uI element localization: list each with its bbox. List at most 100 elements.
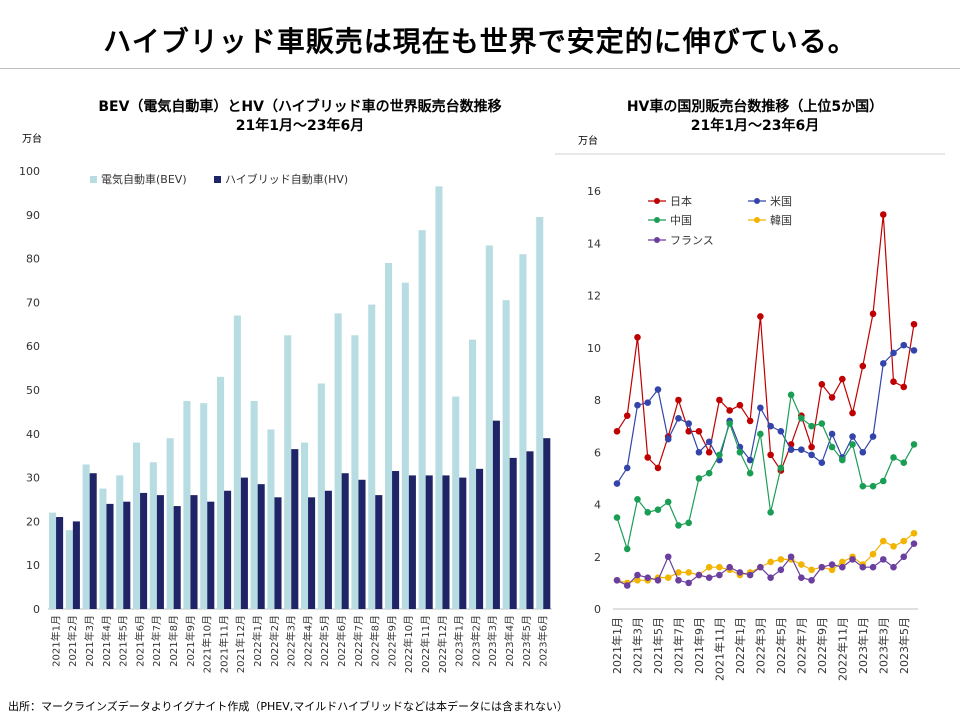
legend-label: 韓国 <box>770 214 792 227</box>
hv-bar <box>476 468 484 609</box>
legend-marker <box>654 198 660 204</box>
line-y-tick-label: 16 <box>587 185 601 198</box>
series-point <box>705 469 713 477</box>
series-point <box>695 448 703 456</box>
series-line <box>616 344 915 484</box>
bev-bar <box>334 313 342 609</box>
hv-bar <box>526 451 534 609</box>
hv-bar <box>173 506 181 609</box>
series-point <box>623 582 631 589</box>
hv-bar <box>240 477 248 609</box>
series-point <box>705 438 713 446</box>
line-y-tick-label: 14 <box>587 237 601 250</box>
page-title: ハイブリッド車販売は現在も世界で安定的に伸びている。 <box>103 25 857 58</box>
series-point <box>716 451 723 459</box>
line-y-tick-label: 8 <box>594 394 601 407</box>
bev-bar <box>452 396 460 609</box>
series-point <box>777 464 785 472</box>
legend-marker <box>654 217 660 223</box>
series-point <box>910 529 918 537</box>
series-point <box>664 574 672 581</box>
line-x-tick-label: 2022年7月 <box>794 617 808 674</box>
bar-x-tick-label: 2022年1月 <box>251 615 264 667</box>
bar-x-tick-label: 2022年2月 <box>268 615 281 667</box>
series-point <box>828 394 836 401</box>
series-point <box>757 313 764 320</box>
series-point <box>664 553 672 561</box>
bar-x-tick-label: 2022年11月 <box>419 615 432 673</box>
bar-y-tick-label: 100 <box>19 165 40 178</box>
series-point <box>746 417 754 425</box>
series-point <box>859 362 867 370</box>
legend-swatch-bev <box>90 176 97 183</box>
bev-bar <box>250 400 258 609</box>
series-point <box>869 563 877 571</box>
hv-bar <box>257 484 265 609</box>
bar-chart-title: BEV（電気自動車）とHV（ハイブリッド車の世界販売台数推移 <box>98 99 502 115</box>
series-point <box>890 454 897 461</box>
series-point <box>654 506 662 514</box>
bar-x-tick-label: 2021年8月 <box>167 615 180 667</box>
line-y-tick-label: 12 <box>587 290 601 303</box>
series-point <box>746 571 754 579</box>
series-point <box>818 459 826 467</box>
line-x-tick-label: 2021年5月 <box>651 617 665 674</box>
line-x-tick-label: 2021年3月 <box>630 617 644 674</box>
series-point <box>818 381 826 388</box>
line-x-tick-label: 2022年11月 <box>835 617 849 681</box>
bev-bar <box>166 438 174 609</box>
series-point <box>767 509 774 516</box>
series-point <box>644 509 652 516</box>
series-point <box>818 563 826 571</box>
series-point <box>910 347 918 354</box>
hv-bar <box>358 479 366 609</box>
series-point <box>623 545 631 553</box>
line-x-tick-label: 2022年1月 <box>733 617 747 674</box>
bar-x-tick-label: 2022年8月 <box>369 615 382 667</box>
bev-bar <box>485 245 493 609</box>
bev-bar <box>317 383 325 609</box>
series-point <box>859 482 867 490</box>
bev-bar <box>351 335 359 609</box>
bar-x-tick-label: 2021年1月 <box>49 615 62 667</box>
series-point <box>777 428 785 435</box>
legend-marker <box>654 237 660 243</box>
hv-bar <box>324 490 332 609</box>
series-point <box>634 401 641 409</box>
line-y-tick-label: 6 <box>594 446 601 459</box>
series-point <box>869 310 877 318</box>
hv-bar <box>207 501 215 609</box>
series-point <box>685 579 692 587</box>
bev-bar <box>401 282 409 609</box>
bev-bar <box>149 462 157 609</box>
hv-bar <box>459 477 467 609</box>
series-point <box>900 537 908 545</box>
hv-bar <box>392 471 400 609</box>
hv-bar <box>341 473 349 609</box>
bar-x-tick-label: 2021年9月 <box>184 615 197 667</box>
series-point <box>828 561 836 568</box>
series-point <box>716 563 723 571</box>
bar-y-tick-label: 10 <box>26 559 40 572</box>
series-point <box>746 469 754 477</box>
series-point <box>849 556 856 563</box>
series-point <box>900 553 908 561</box>
legend-label: 日本 <box>670 194 692 208</box>
series-point <box>634 576 641 584</box>
series-point <box>849 441 856 448</box>
series-point <box>879 537 887 545</box>
bev-bar <box>65 530 73 609</box>
series-point <box>808 422 815 430</box>
line-x-tick-label: 2023年5月 <box>897 617 911 674</box>
hv-bar <box>224 490 232 609</box>
series-line <box>616 214 915 472</box>
legend-label: フランス <box>670 234 714 247</box>
series-point <box>726 407 733 414</box>
legend-label-hv: ハイブリッド自動車(HV) <box>225 172 348 186</box>
series-point <box>859 448 867 456</box>
series-point <box>644 574 652 581</box>
series-point <box>736 401 744 409</box>
series-point <box>828 566 836 574</box>
series-point <box>839 563 846 571</box>
